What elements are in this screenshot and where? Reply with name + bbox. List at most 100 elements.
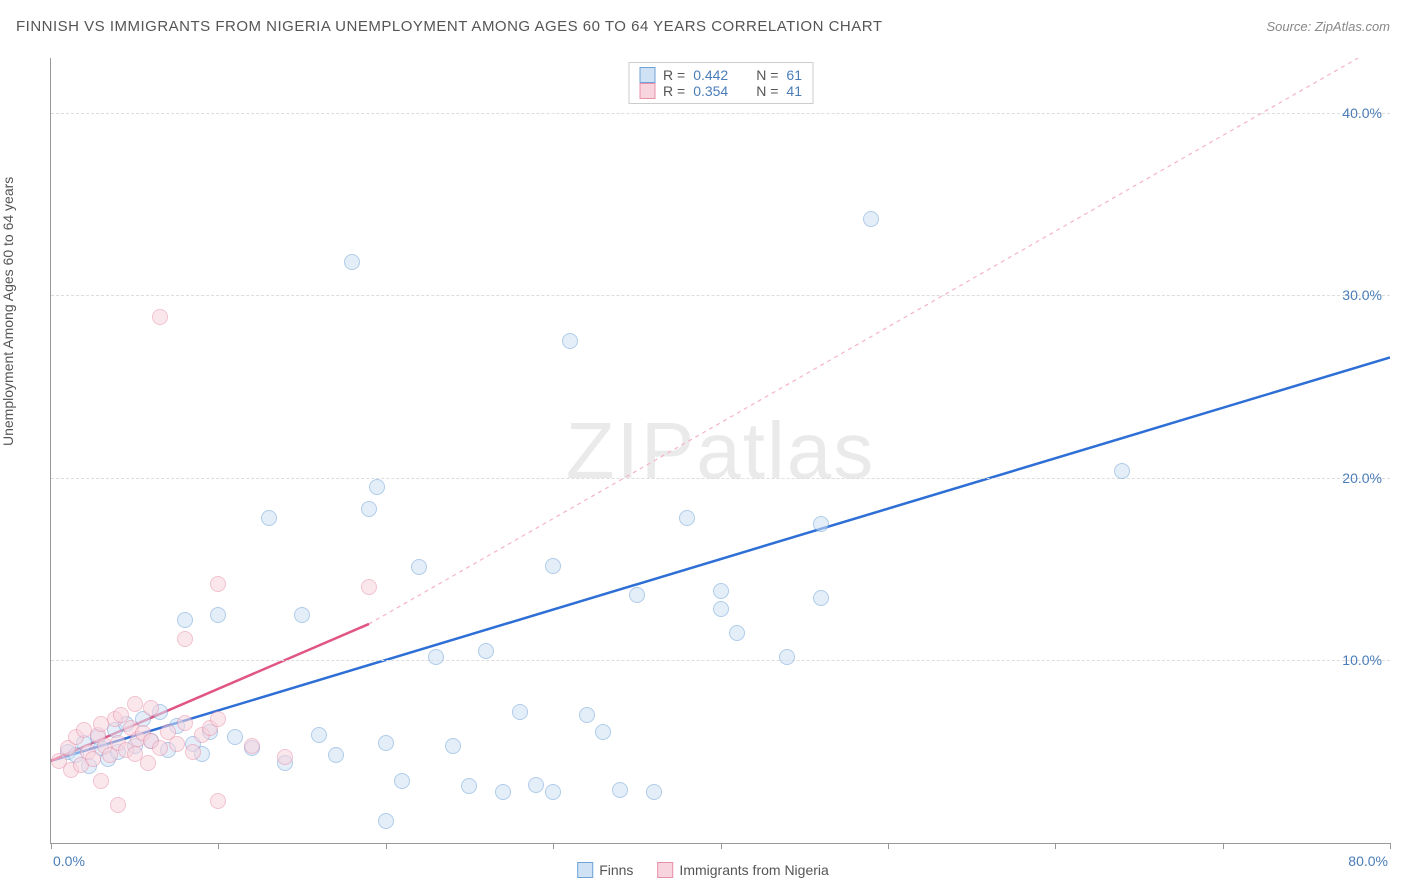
- data-point: [369, 479, 385, 495]
- data-point: [629, 587, 645, 603]
- legend-swatch: [639, 67, 655, 83]
- data-point: [612, 782, 628, 798]
- data-point: [713, 601, 729, 617]
- data-point: [210, 711, 226, 727]
- data-point: [361, 579, 377, 595]
- data-point: [428, 649, 444, 665]
- data-point: [646, 784, 662, 800]
- data-point: [545, 784, 561, 800]
- gridline-h: [51, 113, 1390, 114]
- title-bar: FINNISH VS IMMIGRANTS FROM NIGERIA UNEMP…: [16, 18, 1390, 35]
- data-point: [177, 715, 193, 731]
- data-point: [244, 738, 260, 754]
- x-tick: [386, 843, 387, 849]
- data-point: [411, 559, 427, 575]
- gridline-h: [51, 660, 1390, 661]
- data-point: [169, 736, 185, 752]
- data-point: [1114, 463, 1130, 479]
- legend-n-value: 41: [786, 83, 802, 99]
- data-point: [813, 590, 829, 606]
- data-point: [110, 797, 126, 813]
- data-point: [545, 558, 561, 574]
- data-point: [713, 583, 729, 599]
- x-tick-label: 0.0%: [53, 853, 85, 869]
- legend-row: R = 0.354 N = 41: [639, 83, 802, 99]
- x-tick: [888, 843, 889, 849]
- data-point: [152, 309, 168, 325]
- correlation-legend: R = 0.442 N = 61 R = 0.354 N = 41: [628, 62, 813, 104]
- data-point: [311, 727, 327, 743]
- x-tick: [1223, 843, 1224, 849]
- data-point: [679, 510, 695, 526]
- x-tick: [1055, 843, 1056, 849]
- data-point: [779, 649, 795, 665]
- chart-title: FINNISH VS IMMIGRANTS FROM NIGERIA UNEMP…: [16, 18, 883, 35]
- y-tick-label: 40.0%: [1342, 105, 1382, 121]
- data-point: [210, 607, 226, 623]
- gridline-h: [51, 478, 1390, 479]
- data-point: [140, 755, 156, 771]
- legend-row: R = 0.442 N = 61: [639, 67, 802, 83]
- legend-r-value: 0.442: [693, 67, 728, 83]
- legend-item: Finns: [577, 862, 633, 878]
- data-point: [328, 747, 344, 763]
- data-point: [378, 813, 394, 829]
- x-tick: [721, 843, 722, 849]
- trend-line: [51, 357, 1390, 760]
- y-axis-label: Unemployment Among Ages 60 to 64 years: [0, 177, 16, 446]
- data-point: [478, 643, 494, 659]
- legend-swatch: [577, 862, 593, 878]
- x-tick-label: 80.0%: [1348, 853, 1388, 869]
- legend-swatch: [657, 862, 673, 878]
- data-point: [277, 749, 293, 765]
- data-point: [227, 729, 243, 745]
- x-tick: [51, 843, 52, 849]
- data-point: [344, 254, 360, 270]
- legend-item: Immigrants from Nigeria: [657, 862, 828, 878]
- legend-r-label: R =: [663, 83, 685, 99]
- data-point: [394, 773, 410, 789]
- data-point: [378, 735, 394, 751]
- data-point: [863, 211, 879, 227]
- data-point: [595, 724, 611, 740]
- legend-n-label: N =: [756, 67, 778, 83]
- data-point: [185, 744, 201, 760]
- legend-n-label: N =: [756, 83, 778, 99]
- trend-line: [369, 58, 1390, 624]
- data-point: [93, 773, 109, 789]
- legend-r-label: R =: [663, 67, 685, 83]
- data-point: [445, 738, 461, 754]
- y-tick-label: 20.0%: [1342, 470, 1382, 486]
- data-point: [512, 704, 528, 720]
- data-point: [813, 516, 829, 532]
- data-point: [294, 607, 310, 623]
- legend-series-name: Immigrants from Nigeria: [679, 862, 828, 878]
- data-point: [461, 778, 477, 794]
- trend-lines-layer: [51, 58, 1390, 843]
- plot-area: ZIPatlas R =0.442N =61R =0.354N =41 10.0…: [50, 58, 1390, 844]
- gridline-h: [51, 295, 1390, 296]
- data-point: [261, 510, 277, 526]
- legend-series-name: Finns: [599, 862, 633, 878]
- data-point: [210, 576, 226, 592]
- x-tick: [553, 843, 554, 849]
- data-point: [177, 612, 193, 628]
- data-point: [210, 793, 226, 809]
- data-point: [729, 625, 745, 641]
- legend-n-value: 61: [786, 67, 802, 83]
- data-point: [528, 777, 544, 793]
- data-point: [152, 740, 168, 756]
- x-tick: [218, 843, 219, 849]
- x-tick: [1390, 843, 1391, 849]
- data-point: [85, 751, 101, 767]
- data-point: [177, 631, 193, 647]
- data-point: [495, 784, 511, 800]
- data-point: [143, 700, 159, 716]
- y-tick-label: 30.0%: [1342, 287, 1382, 303]
- data-point: [562, 333, 578, 349]
- data-point: [127, 696, 143, 712]
- legend-swatch: [639, 83, 655, 99]
- legend-r-value: 0.354: [693, 83, 728, 99]
- source-label: Source: ZipAtlas.com: [1266, 19, 1390, 34]
- series-legend: Finns Immigrants from Nigeria: [577, 862, 829, 878]
